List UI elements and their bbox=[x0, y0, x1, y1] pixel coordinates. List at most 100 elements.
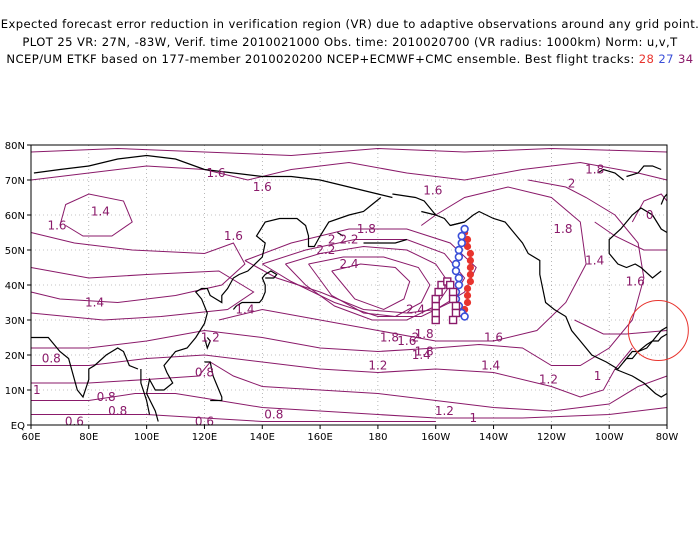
contour-value-label: 0.8 bbox=[97, 390, 116, 404]
contour-line bbox=[285, 245, 451, 321]
contour-line bbox=[30, 232, 246, 304]
contour-line bbox=[31, 414, 436, 422]
flight-track-34-marker bbox=[431, 294, 440, 304]
track-34-label: 34 bbox=[678, 52, 694, 66]
flight-track-34-marker bbox=[431, 315, 440, 325]
flight-track-28-marker bbox=[463, 242, 472, 251]
flight-track-28-marker bbox=[463, 235, 472, 244]
flight-track-27-marker bbox=[454, 252, 464, 262]
contour-value-label: 0.8 bbox=[264, 408, 283, 422]
contour-line bbox=[218, 186, 587, 342]
flight-track-27-marker bbox=[451, 259, 461, 269]
latitude-label: 20N bbox=[5, 351, 25, 362]
contour-value-label: 1.6 bbox=[423, 184, 442, 198]
coastline bbox=[140, 369, 151, 415]
flight-track-27-marker bbox=[454, 245, 464, 255]
contour-value-label: 0.8 bbox=[195, 366, 214, 380]
title-line-3: NCEP/UM ETKF based on 177-member 2010020… bbox=[0, 52, 700, 66]
coastline bbox=[31, 336, 139, 399]
latitude-label: 80N bbox=[5, 141, 25, 152]
contour-line bbox=[574, 319, 668, 335]
coastline bbox=[203, 337, 211, 350]
header-title-block: Expected forecast error reduction in ver… bbox=[0, 0, 700, 80]
flight-track-34-marker bbox=[448, 315, 458, 325]
contour-line bbox=[31, 179, 645, 366]
contour-value-label: 1.2 bbox=[435, 404, 454, 418]
flight-track-27-marker bbox=[460, 312, 469, 321]
contour-value-label: 1.6 bbox=[224, 229, 243, 243]
flight-track-28-marker bbox=[466, 256, 475, 265]
coastline bbox=[597, 168, 624, 181]
contour-line bbox=[331, 263, 411, 311]
coastline bbox=[660, 193, 668, 205]
contour-value-label: 0 bbox=[646, 208, 654, 222]
contour-value-label: 1 bbox=[469, 411, 477, 425]
flight-track-34-marker bbox=[434, 287, 443, 297]
contour-line bbox=[31, 347, 633, 398]
flight-track-34-marker bbox=[431, 308, 440, 318]
contour-line bbox=[31, 393, 668, 419]
contour-line bbox=[30, 267, 255, 321]
contour-value-label: 0.8 bbox=[42, 352, 61, 366]
contour-value-label: 2 bbox=[412, 331, 420, 345]
latitude-label: 70N bbox=[5, 176, 25, 187]
contour-value-label: 0.6 bbox=[65, 415, 84, 429]
longitude-label: 140W bbox=[479, 432, 508, 443]
flight-track-34-marker bbox=[431, 301, 440, 311]
longitude-label: 100E bbox=[134, 432, 159, 443]
coastline bbox=[337, 231, 344, 237]
contour-value-label: 1.8 bbox=[415, 345, 434, 359]
contour-value-label: 1.4 bbox=[235, 303, 254, 317]
contour-value-label: 1.6 bbox=[253, 180, 272, 194]
coastline bbox=[608, 207, 668, 279]
latitude-label: 10N bbox=[5, 386, 25, 397]
graticule bbox=[31, 145, 667, 425]
contour-value-label: 1.6 bbox=[484, 331, 503, 345]
flight-track-34-marker bbox=[451, 308, 461, 318]
verification-region-circle bbox=[627, 300, 689, 361]
coastline bbox=[33, 154, 393, 199]
flight-track-28-marker bbox=[466, 277, 475, 286]
contour-value-label: 1.6 bbox=[397, 334, 416, 348]
latitude-label: 60N bbox=[5, 211, 25, 222]
contour-line bbox=[244, 228, 477, 314]
latitude-label: 50N bbox=[5, 246, 25, 257]
title-line-3-text: NCEP/UM ETKF based on 177-member 2010020… bbox=[6, 52, 635, 66]
flight-track-28-marker bbox=[463, 298, 472, 307]
contour-lines bbox=[30, 147, 668, 422]
coastline bbox=[623, 333, 668, 363]
axis-ticks bbox=[27, 144, 668, 429]
longitude-label: 80W bbox=[656, 432, 679, 443]
latitude-label: 30N bbox=[5, 316, 25, 327]
latitude-label: 40N bbox=[5, 281, 25, 292]
flight-track-27-marker bbox=[454, 280, 464, 290]
flight-track-28-marker bbox=[466, 249, 475, 258]
contour-line bbox=[30, 147, 668, 157]
latitude-label: EQ bbox=[11, 421, 25, 432]
flight-track-34-marker bbox=[445, 280, 455, 290]
contour-value-label: 1.4 bbox=[85, 296, 104, 310]
flight-track-27-marker bbox=[460, 224, 469, 234]
contour-value-label: 1.2 bbox=[539, 373, 558, 387]
contour-line bbox=[31, 361, 668, 412]
longitude-label: 180 bbox=[368, 432, 387, 443]
contour-value-label: 1.6 bbox=[626, 275, 645, 289]
coastline bbox=[363, 238, 407, 244]
contour-value-label: 0.8 bbox=[108, 404, 127, 418]
contour-value-label: 1.4 bbox=[585, 254, 604, 268]
title-line-2: PLOT 25 VR: 27N, -83W, Verif. time 20100… bbox=[22, 35, 678, 49]
contour-value-label: 1.8 bbox=[380, 331, 399, 345]
longitude-label: 160W bbox=[421, 432, 450, 443]
contour-value-label: 2.2 bbox=[339, 233, 358, 247]
coastline bbox=[450, 221, 465, 227]
contour-value-label: 1.6 bbox=[47, 219, 66, 233]
contour-value-label: 2 bbox=[568, 177, 576, 191]
contour-value-label: 1.6 bbox=[206, 166, 225, 180]
contour-value-label: 1.2 bbox=[201, 331, 220, 345]
coastline bbox=[614, 368, 668, 398]
coastline bbox=[232, 270, 278, 310]
longitude-label: 60E bbox=[21, 432, 40, 443]
contour-line bbox=[594, 221, 667, 251]
contour-line bbox=[308, 256, 431, 318]
